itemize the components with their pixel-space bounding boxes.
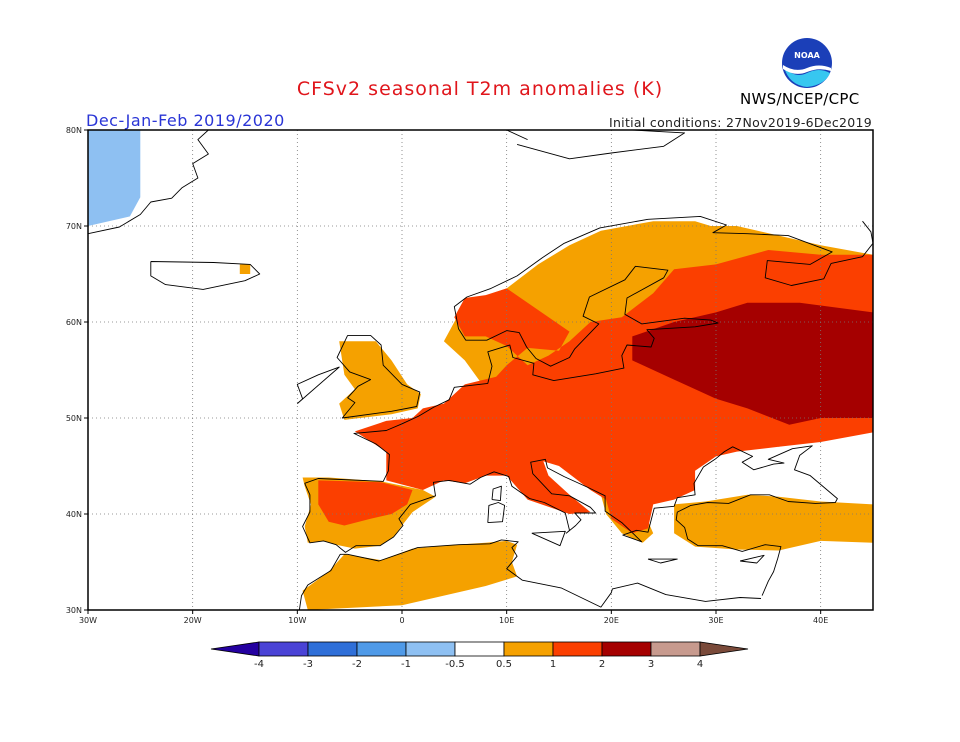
colorbar-segment xyxy=(405,641,456,657)
lon-tick-label: 10W xyxy=(288,616,306,625)
colorbar-segment xyxy=(601,641,652,657)
coastline-12 xyxy=(516,130,686,160)
lat-tick-label: 30N xyxy=(66,606,82,615)
colorbar-segment xyxy=(307,641,358,657)
initial-conditions-label: Initial conditions: 27Nov2019-6Dec2019 xyxy=(608,115,872,130)
coastline-3 xyxy=(304,215,873,484)
lon-tick-label: 30W xyxy=(79,616,97,625)
lon-tick-label: 40E xyxy=(813,616,828,625)
anomaly-regions xyxy=(88,130,873,610)
coastline-10 xyxy=(739,554,765,564)
coastline-0 xyxy=(296,366,340,404)
lat-tick-label: 50N xyxy=(66,414,82,423)
colorbar-tick-label: -2 xyxy=(352,659,362,670)
coastline-9 xyxy=(647,558,678,564)
colorbar-segment xyxy=(552,641,603,657)
coastline-4 xyxy=(302,445,838,596)
lon-tick-label: 30E xyxy=(708,616,723,625)
coastline-6 xyxy=(487,502,506,524)
lon-tick-label: 10E xyxy=(499,616,514,625)
colorbar-tick-label: -0.5 xyxy=(445,659,465,670)
coastline-7 xyxy=(491,485,502,502)
coastline-13 xyxy=(506,130,528,141)
coastline-8 xyxy=(531,530,566,547)
longitude-ticks: 30W 20W 10W 0 10E 20E 30E 40E xyxy=(79,610,828,625)
colorbar-segment xyxy=(503,641,554,657)
noaa-logo: NOAA xyxy=(781,37,833,93)
coastline-1 xyxy=(336,334,421,419)
noaa-logo-text: NOAA xyxy=(794,51,820,60)
anomaly-region-greenland-cold xyxy=(88,130,141,226)
lon-tick-label: 20W xyxy=(184,616,202,625)
colorbar-tick-label: 3 xyxy=(648,659,654,670)
season-label: Dec-Jan-Feb 2019/2020 xyxy=(86,111,285,130)
coastline-2 xyxy=(150,261,261,290)
colorbar-segment xyxy=(454,641,505,657)
coastlines xyxy=(88,130,873,610)
lat-tick-label: 70N xyxy=(66,222,82,231)
coastline-5 xyxy=(298,539,762,610)
colorbar-tick-label: -1 xyxy=(401,659,411,670)
gridlines xyxy=(88,130,873,610)
anomaly-region-uk-warm xyxy=(339,341,421,420)
anomaly-region-turkey-warm xyxy=(674,494,873,551)
colorbar-segment xyxy=(356,641,407,657)
colorbar: -4 -3 -2 -1 -0.5 0.5 1 2 3 4 xyxy=(210,641,749,670)
lat-tick-label: 80N xyxy=(66,126,82,135)
colorbar-tick-label: 0.5 xyxy=(496,659,512,670)
coastline-11 xyxy=(88,130,209,235)
colorbar-tick-label: -4 xyxy=(254,659,264,670)
agency-label: NWS/NCEP/CPC xyxy=(740,90,860,108)
colorbar-segment xyxy=(258,641,309,657)
coastline-15 xyxy=(862,220,873,244)
colorbar-tick-label: 1 xyxy=(550,659,556,670)
lat-tick-label: 60N xyxy=(66,318,82,327)
lon-tick-label: 20E xyxy=(604,616,619,625)
colorbar-tick-label: 4 xyxy=(697,659,703,670)
lat-tick-label: 40N xyxy=(66,510,82,519)
anomaly-region-russia-2K xyxy=(632,302,873,425)
map-frame xyxy=(87,129,874,611)
colorbar-segment xyxy=(650,641,701,657)
colorbar-arrow-right xyxy=(699,641,749,657)
anomaly-region-iceland-warm-spot xyxy=(239,264,251,274)
colorbar-tick-label: -3 xyxy=(303,659,313,670)
colorbar-arrow-left xyxy=(210,641,260,657)
colorbar-tick-label: 2 xyxy=(599,659,605,670)
chart-title: CFSv2 seasonal T2m anomalies (K) xyxy=(296,78,664,100)
latitude-ticks: 30N 40N 50N 60N 70N 80N xyxy=(66,126,88,615)
lon-tick-label: 0 xyxy=(399,616,404,625)
anomaly-region-north-africa-warm xyxy=(302,540,518,610)
